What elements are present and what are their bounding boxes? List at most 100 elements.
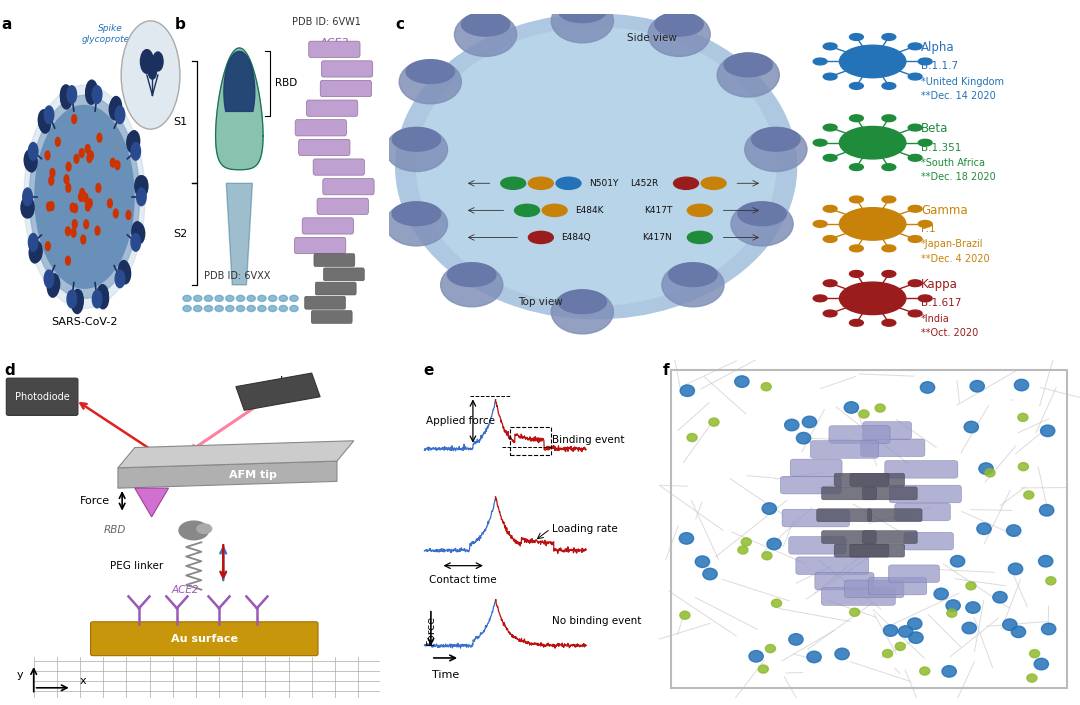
Circle shape xyxy=(908,124,922,131)
Circle shape xyxy=(918,221,932,227)
Ellipse shape xyxy=(386,202,447,246)
Ellipse shape xyxy=(551,0,613,43)
FancyBboxPatch shape xyxy=(829,426,890,443)
Circle shape xyxy=(79,149,84,157)
FancyBboxPatch shape xyxy=(782,509,850,527)
Ellipse shape xyxy=(183,305,191,312)
Circle shape xyxy=(1027,674,1037,682)
Circle shape xyxy=(23,197,35,218)
FancyBboxPatch shape xyxy=(323,268,364,281)
Text: Beta: Beta xyxy=(921,123,948,135)
FancyBboxPatch shape xyxy=(295,238,346,254)
Circle shape xyxy=(86,82,97,102)
FancyBboxPatch shape xyxy=(6,378,78,415)
Circle shape xyxy=(985,469,995,477)
Circle shape xyxy=(87,199,92,207)
FancyBboxPatch shape xyxy=(822,531,876,544)
Circle shape xyxy=(35,106,134,288)
Text: B.1.1.7: B.1.1.7 xyxy=(921,61,958,71)
Ellipse shape xyxy=(258,305,266,312)
Ellipse shape xyxy=(179,521,208,540)
Ellipse shape xyxy=(447,263,496,286)
Ellipse shape xyxy=(717,53,780,97)
FancyBboxPatch shape xyxy=(889,565,940,582)
Circle shape xyxy=(137,176,148,196)
Circle shape xyxy=(29,95,139,298)
Circle shape xyxy=(108,199,112,208)
FancyBboxPatch shape xyxy=(810,441,878,458)
Circle shape xyxy=(514,204,540,216)
Circle shape xyxy=(40,113,51,133)
Circle shape xyxy=(850,115,863,122)
Circle shape xyxy=(761,383,771,391)
Circle shape xyxy=(67,86,77,104)
Ellipse shape xyxy=(558,290,607,314)
Ellipse shape xyxy=(226,305,234,312)
Circle shape xyxy=(823,205,837,212)
Circle shape xyxy=(110,158,116,167)
Text: **Dec. 14 2020: **Dec. 14 2020 xyxy=(921,91,996,102)
Circle shape xyxy=(72,220,77,228)
Circle shape xyxy=(882,245,895,252)
FancyBboxPatch shape xyxy=(863,422,912,439)
Circle shape xyxy=(976,523,991,534)
Circle shape xyxy=(908,235,922,243)
Ellipse shape xyxy=(669,263,717,286)
Circle shape xyxy=(823,73,837,80)
Circle shape xyxy=(119,262,130,282)
Ellipse shape xyxy=(237,305,245,312)
Circle shape xyxy=(839,45,906,78)
Text: **Dec. 4 2020: **Dec. 4 2020 xyxy=(921,254,989,264)
Circle shape xyxy=(126,133,138,153)
Ellipse shape xyxy=(247,305,255,312)
Circle shape xyxy=(133,223,144,243)
Text: Side view: Side view xyxy=(626,33,676,43)
FancyBboxPatch shape xyxy=(305,296,346,309)
Circle shape xyxy=(72,290,83,309)
Circle shape xyxy=(136,188,146,206)
Circle shape xyxy=(25,151,36,171)
Circle shape xyxy=(1029,649,1040,658)
Ellipse shape xyxy=(461,13,510,36)
Ellipse shape xyxy=(204,295,213,302)
Circle shape xyxy=(116,106,124,123)
Circle shape xyxy=(86,80,97,100)
FancyBboxPatch shape xyxy=(863,487,917,500)
Ellipse shape xyxy=(226,295,234,302)
Circle shape xyxy=(934,588,948,600)
Circle shape xyxy=(85,145,90,154)
FancyBboxPatch shape xyxy=(781,477,841,494)
Circle shape xyxy=(97,133,102,142)
Text: ACE2: ACE2 xyxy=(172,585,199,595)
Circle shape xyxy=(109,99,120,120)
Circle shape xyxy=(85,202,91,211)
Ellipse shape xyxy=(551,290,613,334)
Circle shape xyxy=(70,203,75,212)
Circle shape xyxy=(120,264,131,284)
Ellipse shape xyxy=(215,295,224,302)
Circle shape xyxy=(134,223,145,244)
FancyBboxPatch shape xyxy=(863,531,917,544)
Circle shape xyxy=(964,422,978,433)
Text: Gamma: Gamma xyxy=(921,204,968,216)
Circle shape xyxy=(55,137,60,146)
Circle shape xyxy=(97,285,108,305)
Text: *South Africa: *South Africa xyxy=(921,158,985,168)
Circle shape xyxy=(802,416,816,428)
Circle shape xyxy=(93,290,102,308)
Circle shape xyxy=(908,43,922,50)
Circle shape xyxy=(129,130,139,151)
Circle shape xyxy=(87,154,92,163)
Circle shape xyxy=(908,154,922,161)
Circle shape xyxy=(97,286,108,307)
Circle shape xyxy=(738,546,748,554)
Circle shape xyxy=(50,202,54,211)
FancyBboxPatch shape xyxy=(814,572,874,590)
Text: RBD: RBD xyxy=(104,525,126,535)
Circle shape xyxy=(839,208,906,240)
Circle shape xyxy=(131,142,140,160)
Circle shape xyxy=(966,602,981,613)
Text: AFM tip: AFM tip xyxy=(229,470,276,479)
Circle shape xyxy=(80,188,84,197)
Circle shape xyxy=(29,243,40,263)
